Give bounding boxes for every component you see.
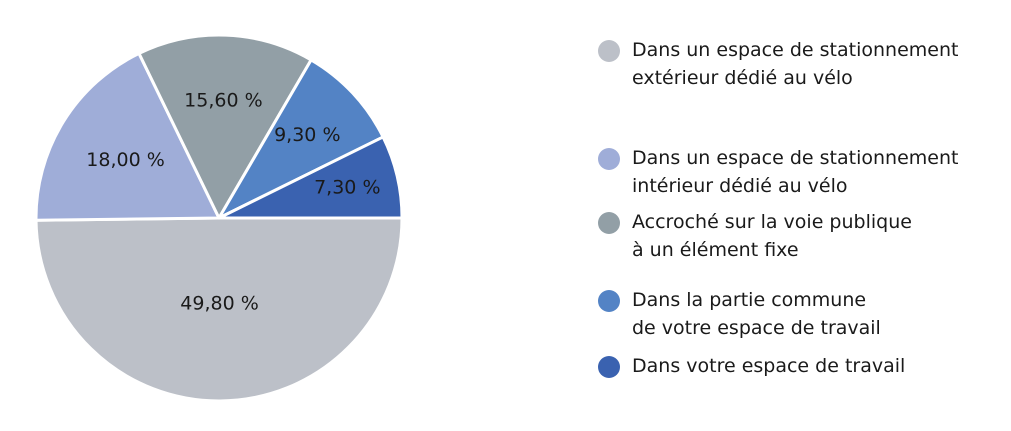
- legend-swatch-exterior: [598, 40, 620, 62]
- slice-label-exterior: 49,80 %: [180, 293, 259, 315]
- pie-slice-interior: [34, 51, 221, 222]
- legend-label-exterior: Dans un espace de stationnement extérieu…: [632, 39, 959, 89]
- legend-item-exterior: Dans un espace de stationnement extérieu…: [598, 36, 958, 92]
- legend-label-interior: Dans un espace de stationnement intérieu…: [632, 147, 959, 197]
- legend-item-common-area: Dans la partie commune de votre espace d…: [598, 286, 881, 342]
- legend-label-public-road: Accroché sur la voie publique à un éléme…: [632, 211, 912, 261]
- pie-chart: 49,80 % 18,00 % 15,60 % 9,30 % 7,30 %: [34, 33, 404, 403]
- legend-label-common-area: Dans la partie commune de votre espace d…: [632, 289, 881, 339]
- pie-slice-public-road: [137, 33, 313, 220]
- slice-label-public-road: 15,60 %: [184, 89, 263, 111]
- slice-label-workspace: 7,30 %: [314, 177, 380, 199]
- legend-swatch-common-area: [598, 290, 620, 312]
- legend-swatch-interior: [598, 148, 620, 170]
- pie-slice-common-area: [217, 58, 385, 220]
- legend-swatch-public-road: [598, 212, 620, 234]
- legend-item-interior: Dans un espace de stationnement intérieu…: [598, 144, 958, 200]
- slice-label-interior: 18,00 %: [86, 149, 165, 171]
- legend-item-public-road: Accroché sur la voie publique à un éléme…: [598, 208, 912, 264]
- slice-label-common-area: 9,30 %: [274, 124, 340, 146]
- legend-swatch-workspace: [598, 356, 620, 378]
- legend-label-workspace: Dans votre espace de travail: [632, 355, 906, 377]
- pie-slice-workspace: [217, 135, 404, 220]
- pie-slice-exterior: [34, 216, 404, 403]
- legend-item-workspace: Dans votre espace de travail: [598, 352, 905, 380]
